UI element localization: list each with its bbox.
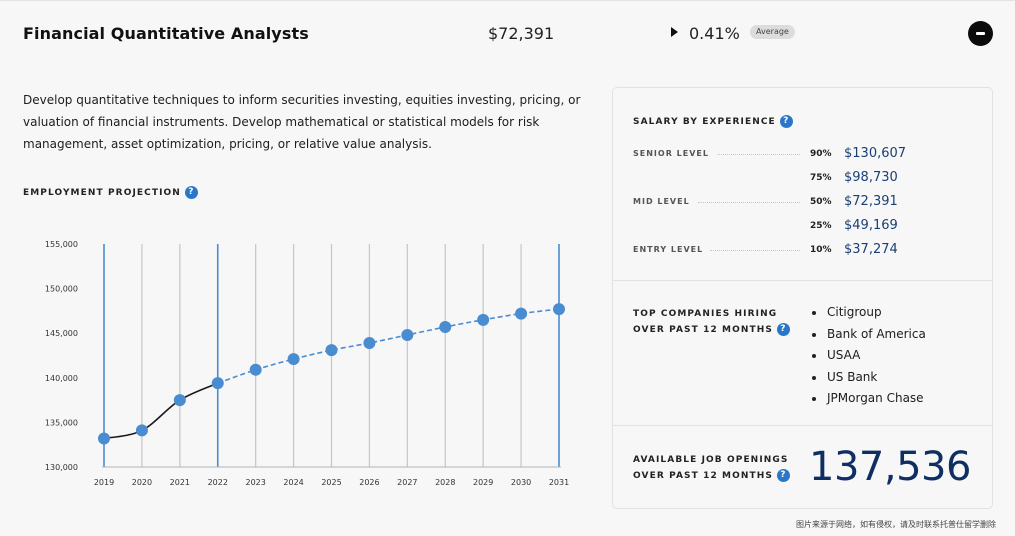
salary-level-label: ENTRY LEVEL xyxy=(633,245,704,254)
salary-by-experience-label: SALARY BY EXPERIENCE xyxy=(633,117,776,127)
page-title: Financial Quantitative Analysts xyxy=(23,24,309,43)
x-tick-label: 2020 xyxy=(132,478,152,487)
data-point xyxy=(249,363,262,376)
x-tick-label: 2030 xyxy=(511,478,531,487)
help-icon[interactable]: ? xyxy=(184,186,198,199)
data-point xyxy=(363,337,376,350)
companies-heading: TOP COMPANIES HIRING OVER PAST 12 MONTHS… xyxy=(633,306,790,338)
y-tick-label: 155,000 xyxy=(45,240,78,249)
triangle-right-icon xyxy=(671,27,678,37)
data-point xyxy=(211,377,224,390)
x-tick-label: 2027 xyxy=(397,478,417,487)
growth-rate: 0.41% xyxy=(689,24,740,43)
growth-badge: Average xyxy=(750,25,795,39)
historical-line xyxy=(103,382,219,440)
data-point xyxy=(477,313,490,326)
data-point xyxy=(439,320,452,333)
x-tick-label: 2028 xyxy=(435,478,455,487)
employment-projection-label: EMPLOYMENT PROJECTION xyxy=(23,188,181,198)
salary-percentile: 25% xyxy=(810,221,832,231)
y-tick-label: 150,000 xyxy=(45,285,78,294)
y-tick-label: 140,000 xyxy=(45,374,78,383)
salary-value: $130,607 xyxy=(844,146,907,161)
x-tick-label: 2019 xyxy=(94,478,114,487)
panel-divider xyxy=(613,425,992,426)
salary-value: $49,169 xyxy=(844,218,898,233)
data-point xyxy=(287,353,300,366)
company-list-item: Bank of America xyxy=(810,324,926,346)
data-point xyxy=(98,432,110,445)
median-salary: $72,391 xyxy=(488,24,555,43)
employment-projection-heading: EMPLOYMENT PROJECTION? xyxy=(23,186,198,199)
salary-heading: SALARY BY EXPERIENCE? xyxy=(633,115,793,128)
companies-label-line2: OVER PAST 12 MONTHS xyxy=(633,325,773,335)
x-tick-label: 2024 xyxy=(283,478,303,487)
companies-label-line1: TOP COMPANIES HIRING xyxy=(633,309,778,319)
salary-level-label: SENIOR LEVEL xyxy=(633,149,709,158)
projected-line xyxy=(217,308,560,384)
data-point xyxy=(553,303,565,316)
x-tick-label: 2029 xyxy=(473,478,493,487)
salary-percentile: 50% xyxy=(810,197,832,207)
occupation-description: Develop quantitative techniques to infor… xyxy=(23,93,581,151)
y-tick-label: 145,000 xyxy=(45,329,78,338)
company-list-item: JPMorgan Chase xyxy=(810,388,926,410)
x-tick-label: 2021 xyxy=(170,478,190,487)
panel-divider xyxy=(613,280,992,281)
x-tick-label: 2023 xyxy=(245,478,265,487)
x-tick-label: 2022 xyxy=(208,478,228,487)
help-icon[interactable]: ? xyxy=(779,115,793,128)
openings-heading: AVAILABLE JOB OPENINGS OVER PAST 12 MONT… xyxy=(633,452,790,484)
data-point xyxy=(135,424,148,437)
x-tick-label: 2025 xyxy=(321,478,341,487)
salary-level-label: MID LEVEL xyxy=(633,197,690,206)
salary-value: $37,274 xyxy=(844,242,898,257)
stats-panel xyxy=(612,87,993,509)
openings-label-line2: OVER PAST 12 MONTHS xyxy=(633,471,773,481)
company-list-item: US Bank xyxy=(810,367,926,389)
data-point xyxy=(401,328,414,341)
data-point xyxy=(325,344,338,357)
x-tick-label: 2031 xyxy=(549,478,569,487)
x-tick-label: 2026 xyxy=(359,478,379,487)
dotted-leader xyxy=(716,154,800,155)
image-source-note: 图片来源于网络，如有侵权，请及时联系托普仕留学删除 xyxy=(796,520,996,529)
salary-percentile: 75% xyxy=(810,173,832,183)
company-list-item: Citigroup xyxy=(810,302,926,324)
y-tick-label: 135,000 xyxy=(45,418,78,427)
salary-percentile: 10% xyxy=(810,245,832,255)
company-list-item: USAA xyxy=(810,345,926,367)
help-icon[interactable]: ? xyxy=(776,469,790,482)
salary-value: $72,391 xyxy=(844,194,898,209)
minus-circle-icon[interactable] xyxy=(968,21,993,46)
job-openings-count: 137,536 xyxy=(809,444,971,490)
top-companies-list: Citigroup Bank of America USAA US Bank JPMor… xyxy=(810,302,926,410)
data-point xyxy=(515,307,528,320)
dotted-leader xyxy=(710,250,800,251)
dotted-leader xyxy=(697,202,800,203)
top-divider xyxy=(0,0,1015,1)
salary-percentile: 90% xyxy=(810,149,832,159)
data-point xyxy=(173,394,186,407)
help-icon[interactable]: ? xyxy=(776,323,790,336)
y-tick-label: 130,000 xyxy=(45,463,78,472)
employment-projection-chart: 155,000 150,000 145,000 140,000 135,000 130,0… xyxy=(45,240,569,487)
salary-value: $98,730 xyxy=(844,170,898,185)
openings-label-line1: AVAILABLE JOB OPENINGS xyxy=(633,455,789,465)
